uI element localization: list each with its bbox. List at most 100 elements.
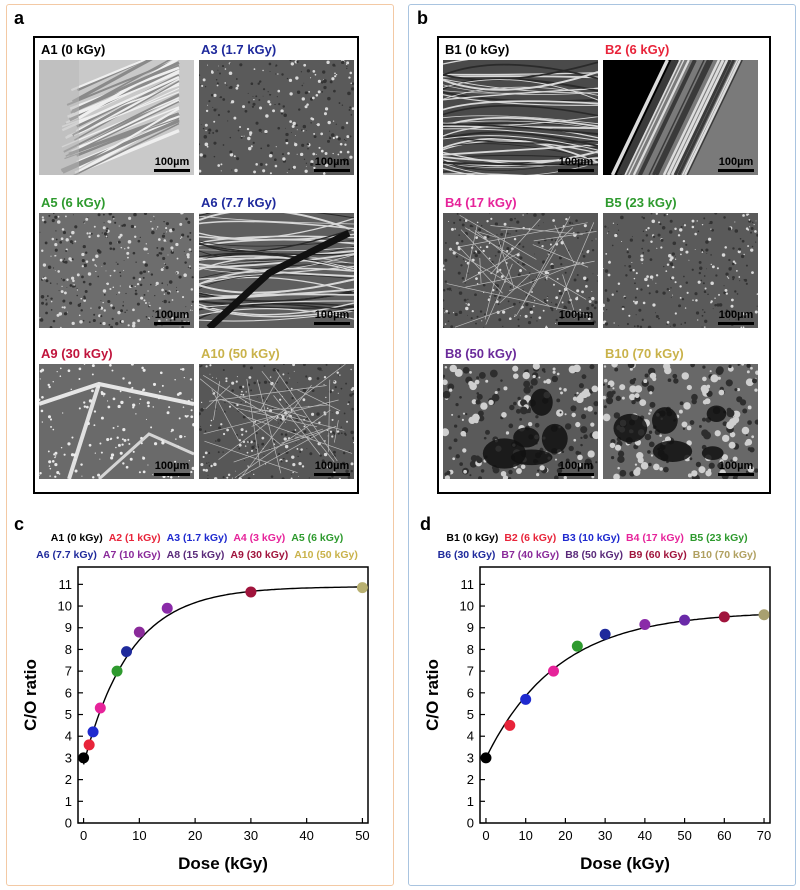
legend-entry: B8 (50 kGy) — [565, 549, 623, 561]
sem-b-micrograph-4: 100µm — [443, 364, 598, 479]
y-tick-label: 11 — [59, 577, 73, 592]
scale-bar: 100µm — [718, 157, 754, 172]
y-tick-label: 11 — [461, 577, 475, 592]
y-tick-label: 7 — [467, 664, 474, 679]
scale-bar-line — [154, 322, 190, 325]
sem-texture — [443, 60, 598, 175]
legend-entry: A4 (3 kGy) — [233, 532, 286, 544]
legend-entry: A7 (10 kGy) — [102, 549, 161, 561]
data-point — [639, 618, 651, 630]
sem-grid-b: B1 (0 kGy) 100µm B2 (6 kGy) 100µm B4 (17 kGy… — [437, 36, 771, 494]
x-tick-label: 20 — [188, 828, 202, 843]
fit-curve — [82, 586, 363, 765]
scale-bar-label: 100µm — [558, 309, 594, 321]
panel-left-frame — [6, 4, 394, 886]
y-tick-label: 10 — [460, 599, 474, 614]
sem-texture — [39, 364, 194, 479]
scale-bar-label: 100µm — [314, 460, 350, 472]
sem-b-micrograph-3: 100µm — [603, 213, 758, 328]
scale-bar: 100µm — [558, 157, 594, 172]
chart-c: 0 10 20 30 40 50 0 1 2 3 4 5 6 7 8 9 10 11 Dose (kGy) C/O r… — [14, 555, 390, 880]
y-tick-label: 0 — [467, 816, 474, 831]
legend-entry: A6 (7.7 kGy) — [36, 549, 97, 561]
data-point — [547, 665, 559, 677]
scale-bar: 100µm — [154, 157, 190, 172]
scale-bar-label: 100µm — [154, 156, 190, 168]
scale-bar-line — [314, 322, 350, 325]
data-point — [480, 752, 492, 764]
panel-right-frame — [408, 4, 796, 886]
scale-bar: 100µm — [314, 310, 350, 325]
y-tick-label: 0 — [65, 816, 72, 831]
data-point — [111, 665, 123, 677]
x-tick-label: 50 — [677, 828, 691, 843]
y-axis-label: C/O ratio — [423, 659, 442, 731]
sem-b-label-2: B4 (17 kGy) — [445, 195, 517, 210]
x-axis-label: Dose (kGy) — [178, 854, 268, 873]
sem-a-micrograph-1: 100µm — [199, 60, 354, 175]
x-tick-label: 70 — [757, 828, 771, 843]
legend-row: A6 (7.7 kGy) A7 (10 kGy) A8 (15 kGy) A9 (30… — [0, 547, 400, 564]
legend-row: B6 (30 kGy) B7 (40 kGy) B8 (50 kGy) B9 (60 … — [405, 547, 795, 564]
data-point — [504, 719, 516, 731]
scale-bar-line — [558, 322, 594, 325]
chart-d: 0 10 20 30 40 50 60 70 0 1 2 3 4 5 6 7 8 9 10 11 Dose (kGy) C… — [416, 555, 792, 880]
sem-texture — [443, 213, 598, 328]
scale-bar: 100µm — [154, 310, 190, 325]
sem-texture — [603, 60, 758, 175]
y-tick-label: 8 — [467, 642, 474, 657]
data-point — [520, 693, 532, 705]
sem-b-micrograph-2: 100µm — [443, 213, 598, 328]
panel-letter-a: a — [14, 8, 25, 28]
data-point — [121, 646, 133, 658]
sem-b-micrograph-0: 100µm — [443, 60, 598, 175]
plot-frame — [479, 566, 771, 824]
sem-a-micrograph-4: 100µm — [39, 364, 194, 479]
sem-texture — [443, 364, 598, 479]
scale-bar-label: 100µm — [718, 156, 754, 168]
y-tick-label: 6 — [65, 685, 72, 700]
sem-grid-a: A1 (0 kGy) 100µm A3 (1.7 kGy) 100µm A5 (6 kG… — [33, 36, 359, 494]
sem-a-label-0: A1 (0 kGy) — [41, 42, 106, 57]
scale-bar: 100µm — [558, 461, 594, 476]
y-tick-label: 4 — [467, 729, 474, 744]
legend-entry: A5 (6 kGy) — [291, 532, 344, 544]
y-tick-label: 1 — [467, 794, 474, 809]
x-tick-label: 10 — [518, 828, 532, 843]
fit-curve — [485, 613, 765, 759]
legend-entry: B9 (60 kGy) — [628, 549, 687, 561]
x-tick-label: 40 — [299, 828, 313, 843]
sem-b-micrograph-1: 100µm — [603, 60, 758, 175]
scale-bar-line — [558, 473, 594, 476]
scale-bar: 100µm — [314, 461, 350, 476]
scale-bar-line — [718, 322, 754, 325]
sem-a-label-5: A10 (50 kGy) — [201, 346, 280, 361]
y-axis-label: C/O ratio — [21, 659, 40, 731]
data-point — [679, 614, 691, 626]
scale-bar: 100µm — [558, 310, 594, 325]
legend-entry: A10 (50 kGy) — [294, 549, 358, 561]
y-tick-label: 2 — [467, 772, 474, 787]
y-tick-label: 9 — [65, 620, 72, 635]
sem-b-label-1: B2 (6 kGy) — [605, 42, 670, 57]
scale-bar-line — [154, 169, 190, 172]
sem-b-label-4: B8 (50 kGy) — [445, 346, 517, 361]
y-tick-label: 6 — [467, 685, 474, 700]
data-point — [133, 626, 145, 638]
sem-a-label-1: A3 (1.7 kGy) — [201, 42, 277, 57]
legend-entry: B3 (10 kGy) — [562, 532, 621, 544]
scale-bar-line — [154, 473, 190, 476]
scale-bar-line — [314, 169, 350, 172]
x-tick-label: 60 — [717, 828, 731, 843]
scale-bar-label: 100µm — [314, 156, 350, 168]
scale-bar-label: 100µm — [558, 460, 594, 472]
sem-texture — [199, 60, 354, 175]
scale-bar-label: 100µm — [718, 460, 754, 472]
legend-entry: B7 (40 kGy) — [501, 549, 560, 561]
sem-a-micrograph-2: 100µm — [39, 213, 194, 328]
scale-bar: 100µm — [718, 310, 754, 325]
sem-texture — [603, 364, 758, 479]
scale-bar: 100µm — [314, 157, 350, 172]
x-tick-label: 30 — [598, 828, 612, 843]
legend-entry: A2 (1 kGy) — [108, 532, 161, 544]
